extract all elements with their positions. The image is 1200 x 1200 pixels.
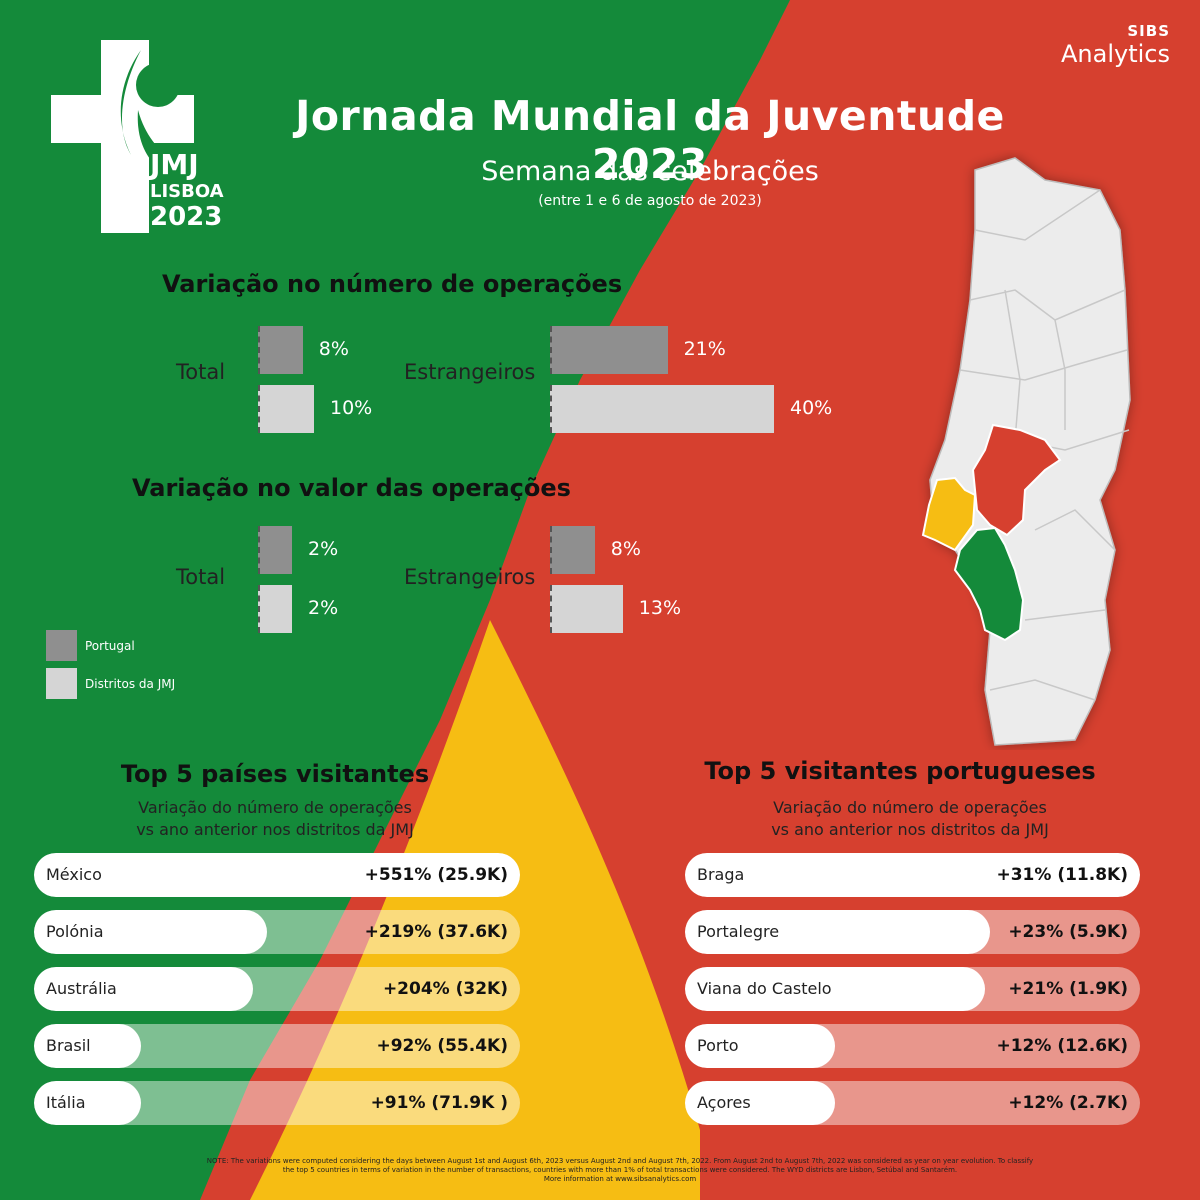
district-name: Açores (697, 1093, 751, 1112)
sibs-analytics-logo: SIBS Analytics (1030, 22, 1170, 68)
chart-2-label-estrangeiros: Estrangeiros (404, 565, 536, 589)
note-line-1: NOTE: The variations were computed consi… (206, 1157, 1034, 1165)
chart-1-label-total: Total (176, 360, 226, 384)
bar-1-estrangeiros-districts (550, 385, 774, 433)
district-fill (685, 853, 1140, 897)
country-fill (34, 1081, 141, 1125)
district-value: +12% (12.6K) (996, 1036, 1128, 1056)
district-row: Porto +12% (12.6K) (685, 1024, 1140, 1068)
district-row: Braga +31% (11.8K) (685, 853, 1140, 897)
top-countries-title: Top 5 países visitantes (120, 760, 430, 788)
country-name: Brasil (46, 1036, 91, 1055)
country-name: Itália (46, 1093, 86, 1112)
bar-label-1-total-portugal: 8% (318, 338, 349, 360)
note-line-2: the top 5 countries in terms of variatio… (282, 1166, 958, 1174)
note-line-3: More information at www.sibsanalytics.co… (543, 1175, 697, 1183)
district-row: Açores +12% (2.7K) (685, 1081, 1140, 1125)
bar-2-total-portugal (258, 526, 292, 574)
country-row: Austrália +204% (32K) (34, 967, 520, 1011)
bar-1-total-districts (258, 385, 314, 433)
bar-label-2-estrangeiros-portugal: 8% (610, 538, 641, 560)
district-name: Porto (697, 1036, 739, 1055)
district-row: Portalegre +23% (5.9K) (685, 910, 1140, 954)
district-fill (685, 967, 986, 1011)
district-value: +23% (5.9K) (1008, 922, 1128, 942)
country-name: Polónia (46, 922, 104, 941)
bar-label-1-estrangeiros-districts: 40% (790, 397, 833, 419)
country-value: +204% (32K) (382, 979, 508, 999)
footer-note: NOTE: The variations were computed consi… (200, 1157, 1040, 1184)
country-row: México +551% (25.9K) (34, 853, 520, 897)
district-name: Viana do Castelo (697, 979, 832, 998)
district-value: +31% (11.8K) (996, 865, 1128, 885)
district-value: +12% (2.7K) (1008, 1093, 1128, 1113)
bar-label-1-total-districts: 10% (330, 397, 373, 419)
country-name: México (46, 865, 102, 884)
district-name: Braga (697, 865, 745, 884)
bar-label-2-total-portugal: 2% (308, 538, 339, 560)
date-range: (entre 1 e 6 de agosto de 2023) (538, 193, 762, 209)
brand-sibs: SIBS (1127, 22, 1170, 40)
bar-2-estrangeiros-districts (550, 585, 623, 633)
chart-2-title: Variação no valor das operações (132, 474, 571, 502)
country-fill (34, 967, 253, 1011)
country-fill (34, 910, 268, 954)
logo-year-text: 2023 (150, 202, 223, 232)
district-fill (685, 910, 990, 954)
bar-label-2-total-districts: 2% (308, 597, 339, 619)
bar-1-estrangeiros-portugal (550, 326, 668, 374)
top-districts-subtitle-2: vs ano anterior nos distritos da JMJ (771, 820, 1049, 839)
bar-label-1-estrangeiros-portugal: 21% (683, 338, 726, 360)
district-fill (685, 1024, 836, 1068)
legend-label-districts: Distritos da JMJ (85, 677, 176, 691)
chart-1-title: Variação no número de operações (162, 270, 623, 298)
logo-lisboa-text: LISBOA (150, 181, 224, 202)
chart-2-label-total: Total (176, 565, 226, 589)
top-countries-subtitle-2: vs ano anterior nos distritos da JMJ (136, 820, 414, 839)
bar-label-2-estrangeiros-districts: 13% (638, 597, 682, 619)
logo-jmj-text: JMJ (150, 148, 199, 181)
page-title: Jornada Mundial da Juventude 2023 (295, 92, 1005, 188)
country-value: +91% (71.9K ) (370, 1093, 508, 1113)
district-fill (685, 1081, 836, 1125)
country-row: Brasil +92% (55.4K) (34, 1024, 520, 1068)
legend-swatch-districts (46, 668, 77, 699)
bar-2-estrangeiros-portugal (550, 526, 595, 574)
legend-label-portugal: Portugal (85, 639, 135, 653)
country-row: Polónia +219% (37.6K) (34, 910, 520, 954)
brand-analytics: Analytics (1061, 40, 1170, 68)
country-value: +219% (37.6K) (364, 922, 508, 942)
portugal-map-icon (921, 157, 1131, 746)
country-row: Itália +91% (71.9K ) (34, 1081, 520, 1125)
district-row: Viana do Castelo +21% (1.9K) (685, 967, 1140, 1011)
bar-1-total-portugal (258, 326, 303, 374)
district-name: Portalegre (697, 922, 780, 941)
bar-2-total-districts (258, 585, 292, 633)
top-countries-subtitle-1: Variação do número de operações (138, 798, 412, 817)
chart-1-label-estrangeiros: Estrangeiros (404, 360, 536, 384)
country-fill (34, 853, 520, 897)
page-subtitle: Semana das celebrações (481, 156, 819, 187)
country-fill (34, 1024, 141, 1068)
country-value: +551% (25.9K) (364, 865, 508, 885)
legend-swatch-portugal (46, 630, 77, 661)
district-value: +21% (1.9K) (1008, 979, 1128, 999)
top-districts-title: Top 5 visitantes portugueses (704, 757, 1096, 785)
top-districts-subtitle-1: Variação do número de operações (773, 798, 1047, 817)
jmj-logo (51, 40, 194, 233)
country-value: +92% (55.4K) (376, 1036, 508, 1056)
country-name: Austrália (46, 979, 117, 998)
